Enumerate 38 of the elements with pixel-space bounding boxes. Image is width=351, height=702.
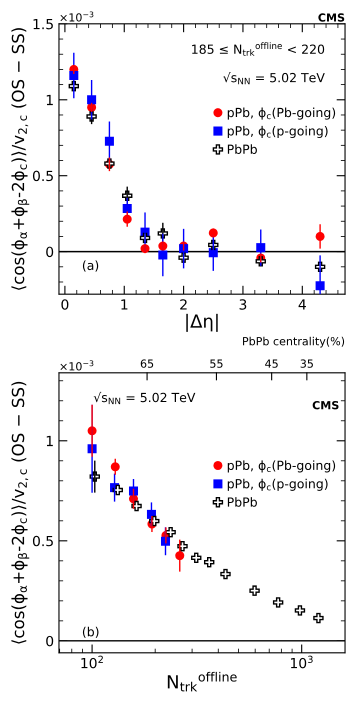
annotation: √s$_{NN}$ = 5.02 TeV bbox=[94, 392, 196, 404]
text: CMS bbox=[318, 13, 344, 22]
text: ⟨cos(ϕ$_{α}$+ϕ$_{β}$-2ϕ$_{c}$)⟩/v$_{2,c}$ (OS − SS) bbox=[11, 28, 30, 290]
y-tick-label: 0 bbox=[46, 246, 54, 258]
text: 65 bbox=[140, 359, 154, 368]
text: 55 bbox=[210, 360, 223, 368]
x-axis-title: N$_{trk}$$^{offline}$ bbox=[168, 672, 237, 692]
x-tick-label: 2 bbox=[180, 299, 187, 310]
x-tick-label: 10$^{2}$ bbox=[81, 656, 103, 668]
text: PbPb centrality(%) bbox=[243, 336, 344, 348]
y-tick-label: 0.5 bbox=[32, 170, 53, 182]
y-tick-label: 1.5 bbox=[34, 19, 53, 30]
legend-label: pPb, ϕ$_{c}$(Pb-going) bbox=[228, 460, 336, 472]
x-tick-label: 4 bbox=[298, 299, 306, 310]
annotation: √s$_{NN}$ = 5.02 TeV bbox=[223, 72, 325, 84]
x-tick-label: 10$^{3}$ bbox=[290, 656, 313, 668]
legend-label: PbPb bbox=[228, 144, 257, 154]
text: ×10$^{−3}$ bbox=[60, 11, 94, 22]
legend-label: pPb, ϕ$_{c}$(Pb-going) bbox=[228, 108, 336, 120]
y-tick-label: 1 bbox=[46, 436, 53, 446]
legend-label: PbPb bbox=[228, 497, 257, 507]
x-tick-label: 1 bbox=[121, 299, 128, 310]
y-tick-label: 0.5 bbox=[32, 536, 53, 546]
y-tick-label: 0 bbox=[46, 636, 54, 646]
text: 35 bbox=[300, 359, 313, 368]
legend-label: pPb, ϕ$_{c}$(p-going) bbox=[228, 126, 328, 138]
y-tick-label: 1 bbox=[46, 94, 53, 106]
x-tick-label: 0 bbox=[61, 299, 68, 310]
annotation: 185 ≤ N$_{trk}$$^{offline}$ < 220 bbox=[192, 42, 324, 56]
x-axis-title: |Δη| bbox=[186, 314, 218, 332]
x-tick-label: 3 bbox=[240, 299, 246, 310]
text: ⟨cos(ϕ$_{α}$+ϕ$_{β}$-2ϕ$_{c}$)⟩/v$_{2,c}$ (OS − SS) bbox=[11, 382, 30, 644]
text: ×10$^{−3}$ bbox=[60, 360, 94, 371]
annotation: CMS bbox=[312, 400, 338, 410]
annotation: (a) bbox=[82, 260, 98, 272]
text: 45 bbox=[265, 360, 278, 368]
legend-label: pPb, ϕ$_{c}$(p-going) bbox=[228, 478, 328, 491]
annotation: (b) bbox=[82, 626, 98, 638]
